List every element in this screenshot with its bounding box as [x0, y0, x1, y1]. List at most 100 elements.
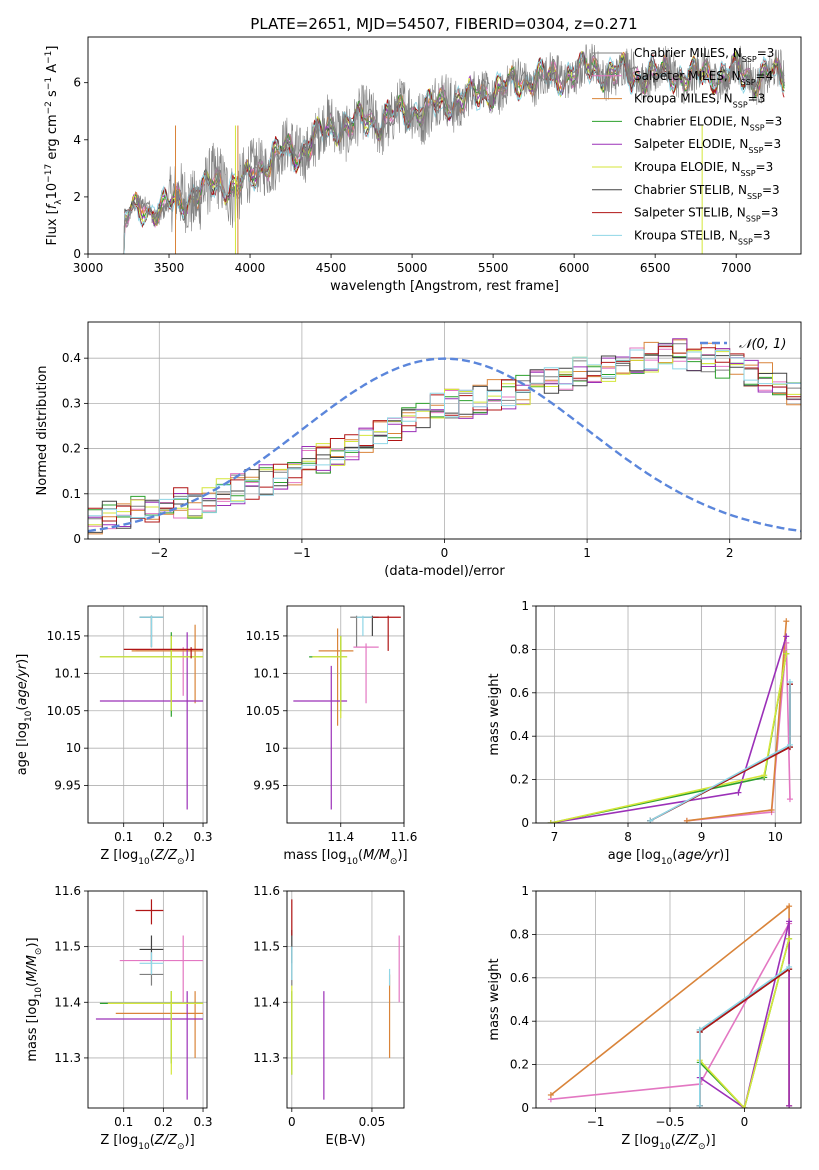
age_vs_mass-axes: 11.4 11.6 9.95 10 10.05 10.1 10.15 — [246, 606, 417, 844]
weight_vs_Z-ytick-label: 0.6 — [510, 971, 529, 985]
label-part: Kroupa MILES, N — [634, 92, 733, 106]
label-part: =3 — [763, 137, 781, 151]
label-part: Z [log — [100, 848, 138, 863]
label-part: A — [45, 64, 60, 77]
residuals-xtick-label: 2 — [726, 546, 734, 560]
mass_vs_Z-ytick-label: 11.3 — [54, 1051, 81, 1065]
mass_vs_Z-xtick-label: 0.3 — [193, 1115, 212, 1129]
label-part: SSP — [748, 146, 763, 155]
residuals-ytick-label: 0.1 — [62, 487, 81, 501]
label-part: SSP — [733, 100, 748, 109]
label-part: )] — [719, 848, 729, 863]
label-part: SSP — [746, 214, 761, 223]
label-part: ( — [672, 848, 677, 863]
weight_vs_Z-ytick-label: 0 — [521, 1101, 529, 1115]
spectrum-xtick-label: 5500 — [478, 261, 509, 275]
age_vs_mass-plot — [293, 615, 401, 810]
label-part: age/yr — [677, 848, 720, 863]
label-part: =3 — [748, 92, 766, 106]
residual-hist-step — [88, 350, 801, 526]
weight_vs_age-ytick-label: 0 — [521, 816, 529, 830]
weight_vs_Z-ytick-label: 0.2 — [510, 1058, 529, 1072]
label-part: 10 — [138, 1142, 150, 1152]
mass_vs_ebv-xlabel: E(B-V) — [325, 1133, 365, 1148]
label-part: 10 — [24, 710, 34, 722]
mass_vs_Z-xtick-label: 0.2 — [154, 1115, 173, 1129]
residual-hist-step — [88, 346, 801, 523]
age_vs_Z-xtick-label: 0.3 — [193, 830, 212, 844]
mass_vs_ebv-xtick-label: 0.05 — [359, 1115, 386, 1129]
label-part: 10 — [138, 857, 150, 867]
spectrum-model-line — [122, 52, 785, 254]
weight_vs_age-ytick-label: 1 — [521, 599, 529, 613]
age_vs_mass-ytick-label: 10 — [265, 741, 280, 755]
label-part: λ — [54, 199, 64, 205]
label-part: Z [log — [621, 1133, 659, 1148]
label-part: ] — [45, 46, 60, 51]
mass_vs_ebv-xtick-label: 0 — [288, 1115, 296, 1129]
weight_vs_Z-ytick-label: 0.4 — [510, 1014, 529, 1028]
age_vs_Z-frame — [87, 605, 208, 824]
label-part: =3 — [761, 206, 779, 220]
spectrum-xtick-label: 3000 — [73, 261, 104, 275]
legend-entry: Chabrier STELIB, NSSP=3 — [634, 183, 780, 201]
legend-entry: Kroupa MILES, NSSP=3 — [634, 92, 765, 110]
label-part: SSP — [738, 237, 753, 246]
label-part: ( — [150, 848, 155, 863]
spectrum-plot — [122, 43, 786, 254]
label-part: )] — [185, 848, 195, 863]
label-part: =3 — [757, 46, 775, 60]
weight_vs_age-xtick-label: 10 — [768, 830, 783, 844]
residual-hist-step — [88, 338, 801, 527]
label-part: Z/Z — [675, 1133, 699, 1148]
weight_vs_Z-ylabel: mass weight — [487, 958, 502, 1040]
mass_vs_ebv-plot — [291, 899, 400, 1100]
weight_vs_age-ylabel: mass weight — [487, 673, 502, 755]
mass_vs_ebv-ytick-label: 11.6 — [253, 884, 280, 898]
weight-line — [550, 636, 788, 823]
weight-line — [699, 921, 790, 1108]
label-part: s — [45, 90, 60, 101]
residual-legend: 𝒩(0, 1) — [700, 337, 786, 352]
residual-hist-step — [88, 349, 801, 518]
residuals-ytick-label: 0.4 — [62, 351, 81, 365]
age_vs_Z-ytick-label: 9.95 — [54, 779, 81, 793]
residuals-plot — [88, 338, 801, 535]
residuals-frame — [87, 321, 802, 540]
label-part: ⊙ — [698, 1142, 706, 1152]
spectrum-ytick-label: 4 — [73, 133, 81, 147]
age_vs_mass-xtick-label: 11.4 — [327, 830, 354, 844]
label-part: Kroupa ELODIE, N — [634, 160, 741, 174]
weight_vs_age-ytick-label: 0.4 — [510, 729, 529, 743]
label-part: ( — [150, 1133, 155, 1148]
label-part: Salpeter STELIB, N — [634, 206, 746, 220]
age_vs_mass-ytick-label: 10.15 — [246, 629, 280, 643]
label-part: age [log — [608, 848, 661, 863]
age_vs_Z-ytick-label: 10.05 — [47, 704, 81, 718]
label-part: Z/Z — [154, 1133, 178, 1148]
label-part: )] — [25, 937, 40, 947]
legend-entry: Salpeter MILES, NSSP=4 — [634, 69, 773, 87]
weight_vs_age-xtick-label: 8 — [624, 830, 632, 844]
label-part: )] — [397, 848, 407, 863]
weight-line — [699, 938, 790, 1108]
label-part: 10 — [347, 857, 359, 867]
weight-line — [550, 653, 788, 823]
spectrum-frame — [87, 36, 802, 255]
label-part: Salpeter ELODIE, N — [634, 137, 748, 151]
legend-entry: Kroupa ELODIE, NSSP=3 — [634, 160, 773, 178]
label-part: ⊙ — [34, 948, 44, 956]
spectrum-xlabel: wavelength [Angstrom, rest frame] — [330, 279, 559, 294]
label-part: =3 — [765, 114, 783, 128]
label-part: ⊙ — [177, 1142, 185, 1152]
gaussian-curve — [88, 357, 801, 533]
label-part: =3 — [762, 183, 780, 197]
age_vs_Z-xlabel: Z [log10(Z/Z⊙)] — [100, 848, 194, 867]
mass_vs_ebv-axes: 0 0.05 11.3 11.4 11.5 11.6 — [253, 884, 404, 1129]
residual-hist-step — [88, 347, 801, 530]
label-part: −2 — [44, 101, 54, 114]
age_vs_mass-xlabel: mass [log10(M/M⊙)] — [283, 848, 407, 867]
label-part: Salpeter MILES, N — [634, 69, 741, 83]
label-part: Chabrier ELODIE, N — [634, 114, 750, 128]
